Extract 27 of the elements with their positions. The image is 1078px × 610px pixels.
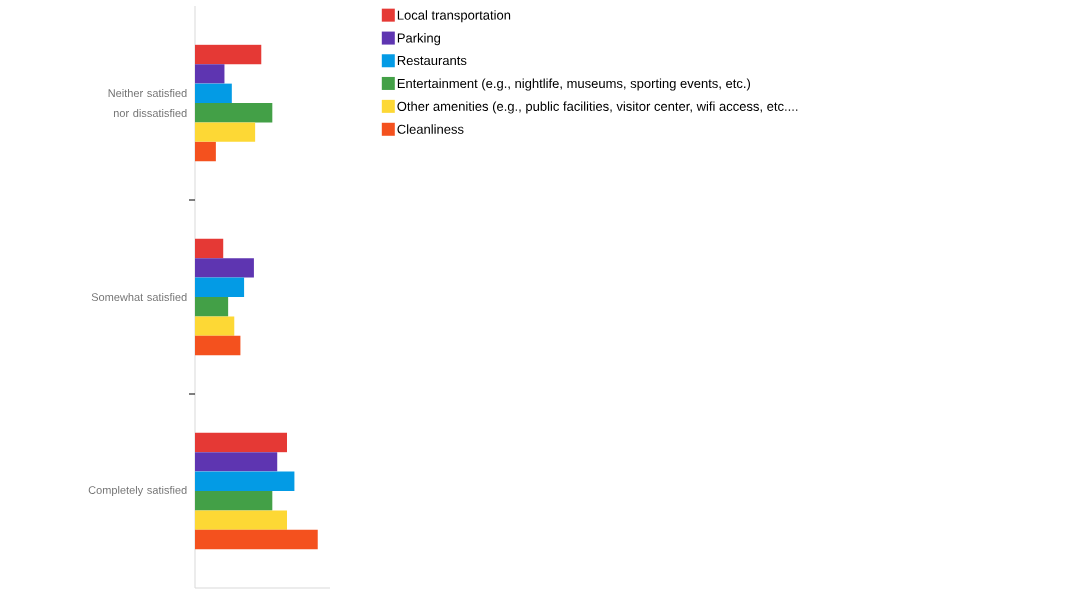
bar bbox=[195, 83, 232, 103]
bar bbox=[195, 258, 254, 278]
bar bbox=[195, 122, 256, 142]
bar bbox=[195, 238, 224, 259]
bar bbox=[195, 297, 229, 317]
bar bbox=[195, 64, 225, 84]
bar bbox=[195, 277, 245, 297]
bar bbox=[195, 452, 278, 472]
y-tick-label: Somewhat satisfied bbox=[91, 292, 187, 302]
legend-label: Local transportation bbox=[397, 10, 511, 23]
legend-label: Parking bbox=[397, 33, 441, 46]
bar bbox=[195, 44, 262, 65]
legend-label: Other amenities (e.g., public facilities, visitor center, wifi access, etc.... bbox=[397, 101, 798, 114]
bar bbox=[195, 529, 318, 550]
y-tick-label: Completely satisfied bbox=[88, 485, 187, 497]
bar bbox=[195, 491, 273, 511]
legend-label: Restaurants bbox=[397, 56, 467, 66]
bar bbox=[195, 335, 241, 356]
bar bbox=[195, 510, 288, 530]
bar bbox=[195, 471, 295, 491]
bar bbox=[195, 141, 216, 162]
y-tick-label: Neither satisfied nor dissatisfied bbox=[108, 88, 187, 118]
legend-label: Cleanliness bbox=[397, 124, 464, 134]
bar bbox=[195, 432, 288, 453]
bar bbox=[195, 316, 235, 336]
bar bbox=[195, 102, 273, 123]
legend-label: Entertainment (e.g., nightlife, museums, sporting events, etc.) bbox=[397, 78, 751, 91]
